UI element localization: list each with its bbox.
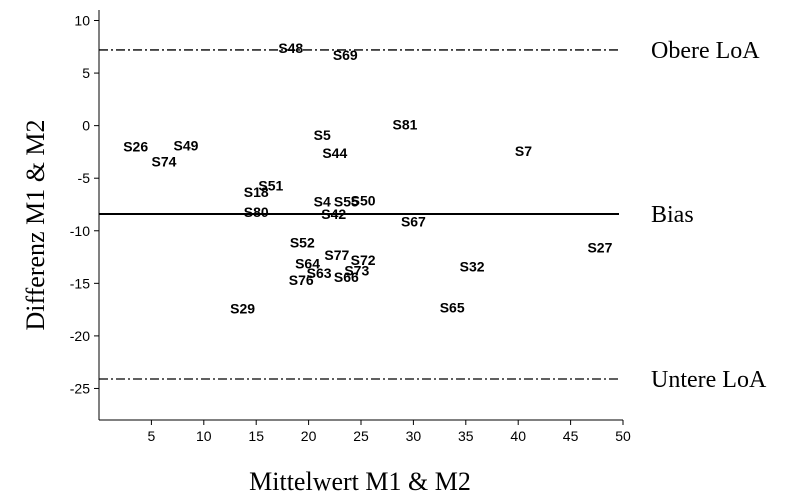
x-tick-label: 40: [510, 428, 526, 444]
data-point-label: S81: [393, 117, 418, 133]
data-point-label: S64: [295, 255, 320, 271]
x-axis-title: Mittelwert M1 & M2: [249, 467, 471, 496]
x-ticks: 5 10 15 20 25 30 35 40 45 50: [148, 420, 631, 444]
reference-lines: Obere LoA Bias Untere LoA: [99, 38, 767, 393]
x-tick-label: 5: [148, 428, 156, 444]
y-ticks: 10 5 0 -5 -10 -15 -20 -25: [70, 13, 99, 396]
data-point-label: S55: [334, 193, 359, 209]
data-point-label: S66: [334, 269, 359, 285]
y-tick-label: -25: [70, 380, 90, 396]
data-point-label: S69: [333, 47, 358, 63]
x-tick-label: 35: [458, 428, 474, 444]
x-tick-label: 20: [301, 428, 317, 444]
data-point-label: S77: [324, 247, 349, 263]
y-tick-label: 5: [82, 65, 90, 81]
data-point-label: S52: [290, 234, 315, 250]
data-point-label: S4: [314, 193, 331, 209]
data-point-label: S73: [344, 263, 369, 279]
data-point-label: S65: [440, 300, 465, 316]
data-point-label: S44: [322, 145, 347, 161]
x-tick-label: 10: [196, 428, 212, 444]
data-point-label: S32: [460, 259, 485, 275]
y-tick-label: -5: [78, 170, 91, 186]
x-tick-label: 15: [248, 428, 264, 444]
reference-line-label: Bias: [651, 202, 694, 228]
x-tick-label: 25: [353, 428, 369, 444]
data-point-label: S5: [314, 127, 331, 143]
x-tick-label: 30: [406, 428, 422, 444]
data-point-label: S74: [152, 153, 177, 169]
data-point-label: S51: [258, 178, 283, 194]
data-point-label: S7: [515, 143, 532, 159]
reference-line-label: Obere LoA: [651, 38, 760, 64]
data-point-label: S76: [289, 272, 314, 288]
data-point-label: S50: [351, 192, 376, 208]
data-point-label: S80: [244, 204, 269, 220]
data-point-label: S48: [278, 40, 303, 56]
reference-line-label: Untere LoA: [651, 367, 767, 393]
data-point-label: S42: [321, 206, 346, 222]
x-tick-label: 45: [563, 428, 579, 444]
data-point-label: S29: [230, 301, 255, 317]
y-axis-title: Differenz M1 & M2: [21, 119, 50, 330]
data-point-label: S63: [307, 265, 332, 281]
data-point-label: S72: [351, 252, 376, 268]
data-point-label: S27: [587, 240, 612, 256]
y-tick-label: 0: [82, 118, 90, 134]
data-point-label: S26: [123, 139, 148, 155]
data-point-label: S18: [244, 184, 269, 200]
data-point-label: S49: [174, 138, 199, 154]
y-tick-label: 10: [74, 13, 90, 29]
y-tick-label: -10: [70, 223, 90, 239]
data-point-label: S67: [401, 213, 426, 229]
x-tick-label: 50: [615, 428, 631, 444]
y-tick-label: -20: [70, 328, 90, 344]
y-tick-label: -15: [70, 275, 90, 291]
